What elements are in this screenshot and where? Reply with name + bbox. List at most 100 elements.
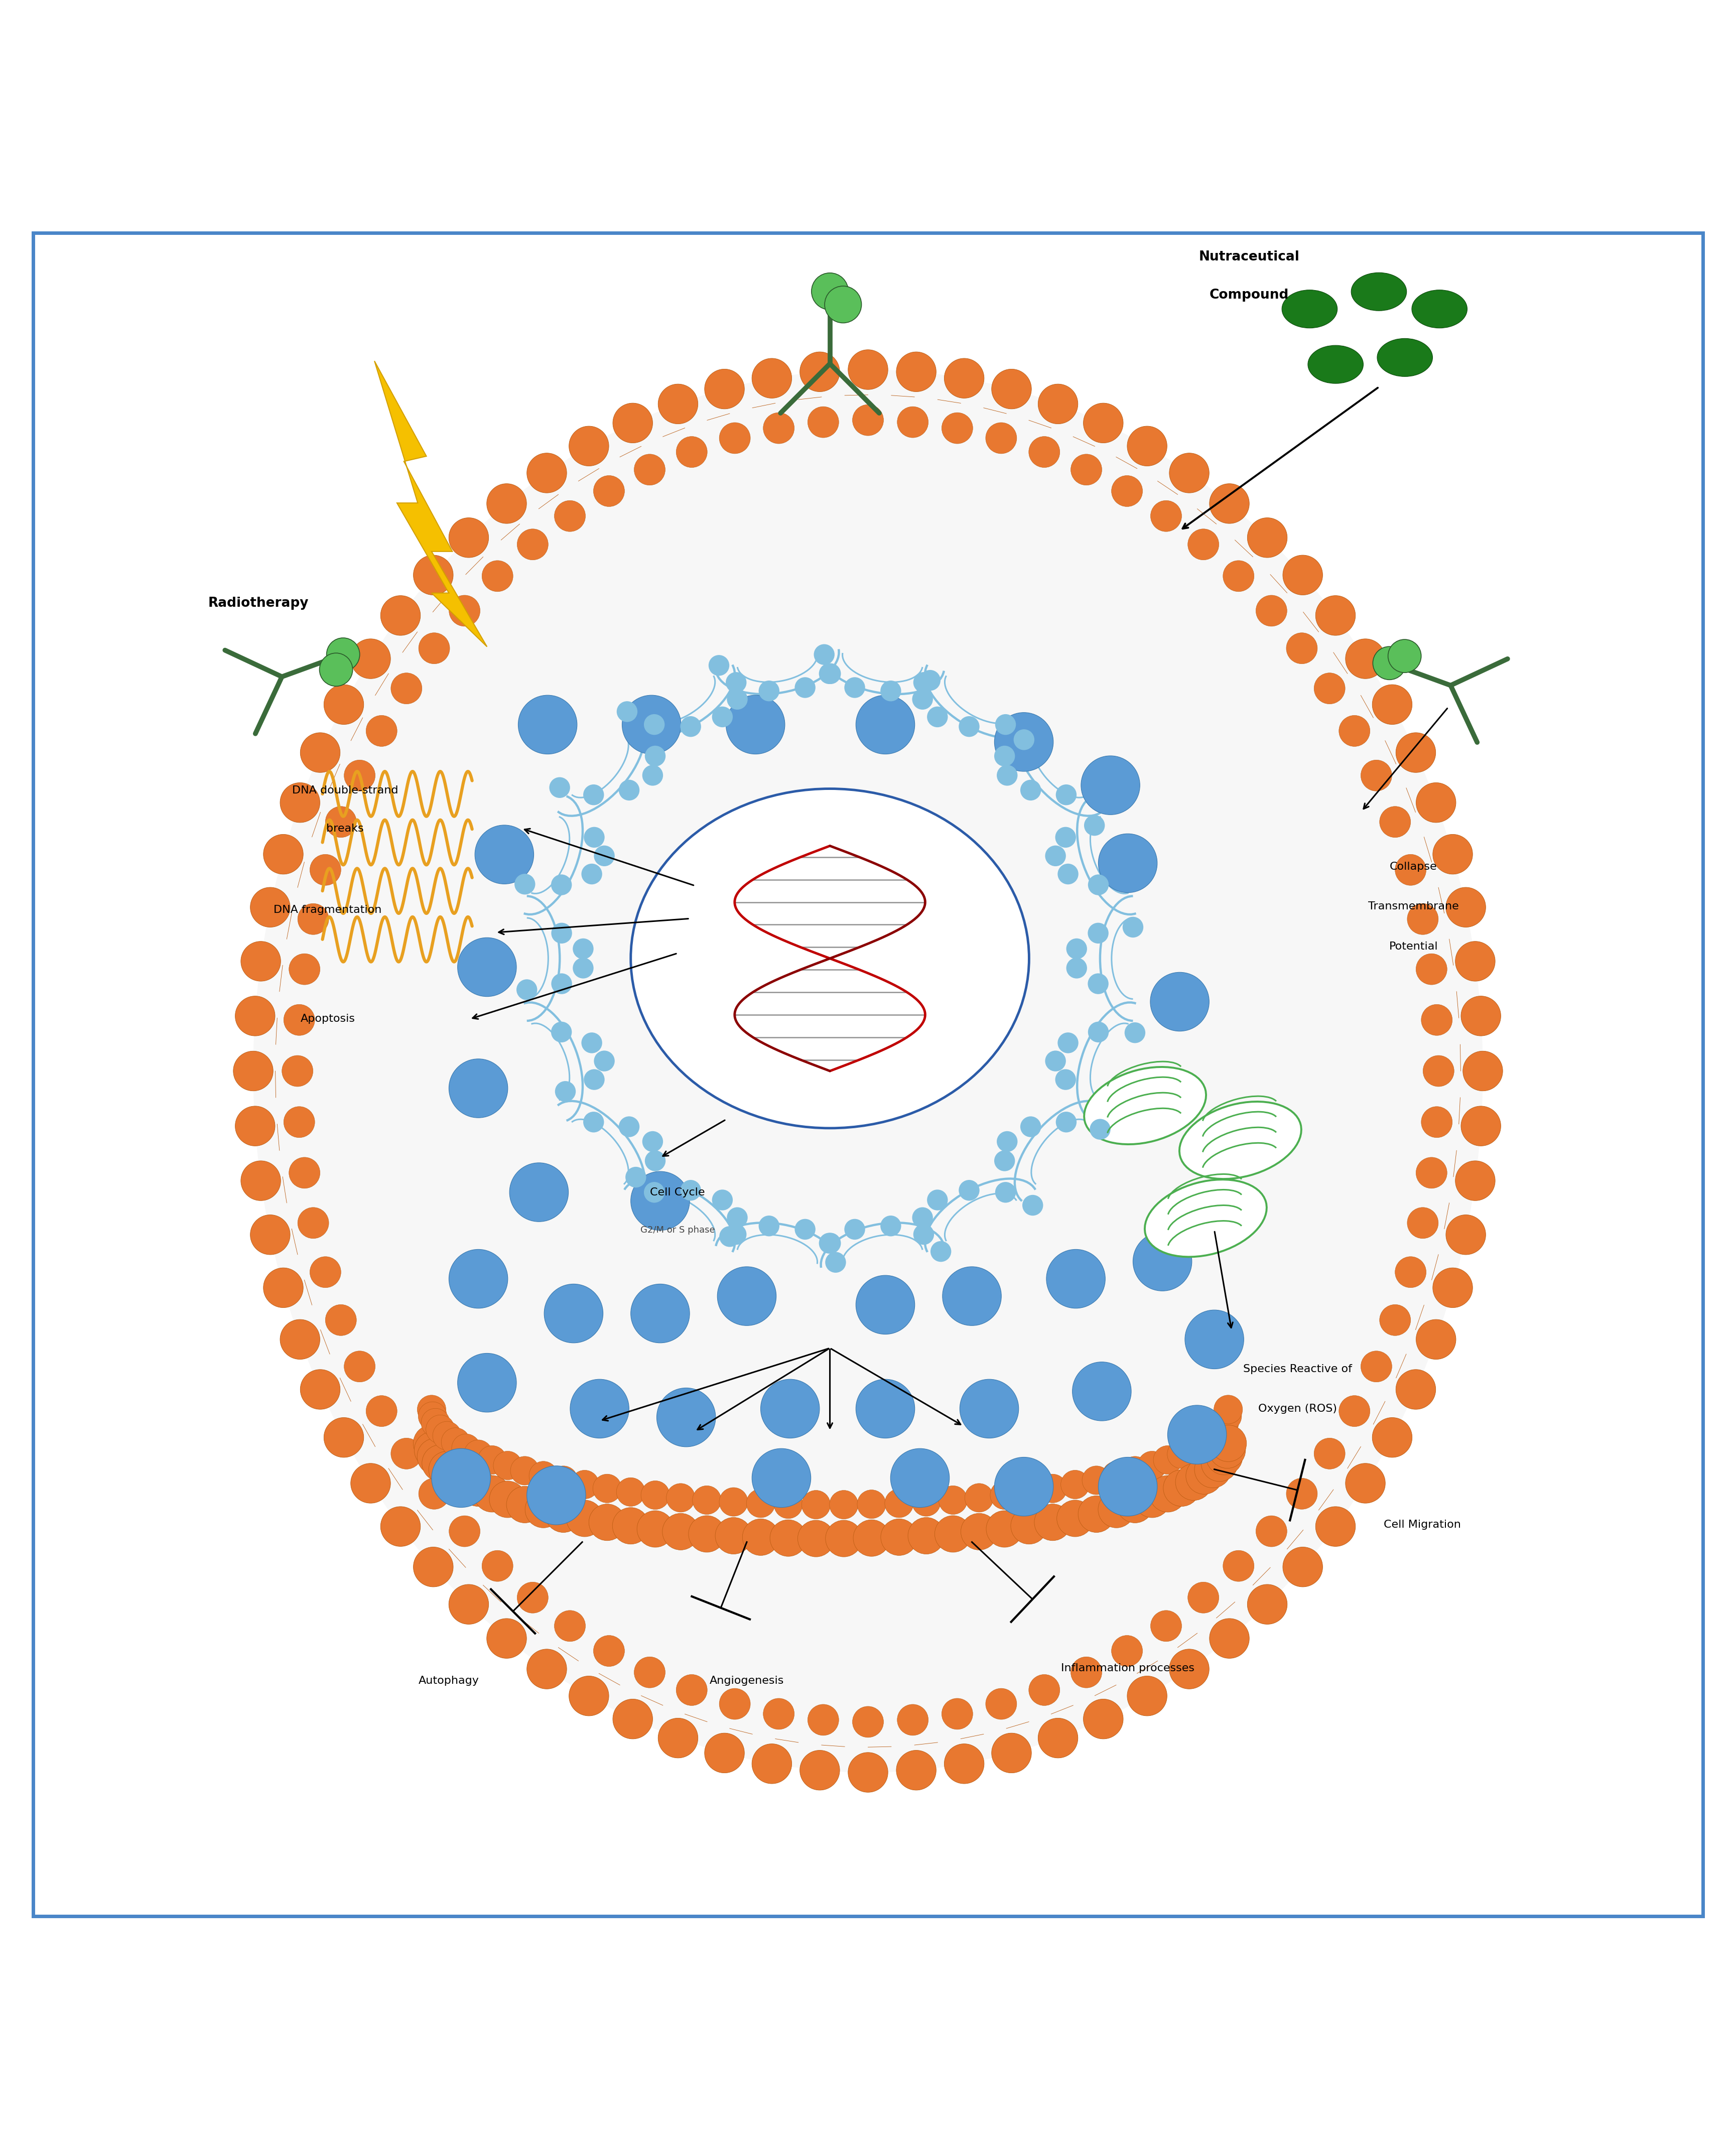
Circle shape — [1380, 805, 1411, 838]
Circle shape — [880, 1215, 901, 1236]
Circle shape — [1462, 996, 1502, 1037]
Circle shape — [986, 422, 1017, 454]
Circle shape — [616, 700, 637, 722]
Circle shape — [944, 358, 984, 398]
Circle shape — [573, 957, 594, 979]
Circle shape — [476, 825, 533, 885]
Circle shape — [1286, 632, 1318, 664]
Circle shape — [759, 681, 779, 700]
Circle shape — [1083, 814, 1104, 835]
Circle shape — [1066, 938, 1087, 960]
Circle shape — [705, 1733, 745, 1774]
Circle shape — [1213, 1401, 1241, 1431]
Circle shape — [991, 368, 1031, 409]
Circle shape — [995, 1182, 1016, 1202]
Circle shape — [309, 1257, 340, 1287]
Circle shape — [1446, 1215, 1486, 1255]
Circle shape — [415, 1431, 451, 1467]
Circle shape — [529, 1461, 557, 1491]
Circle shape — [656, 1388, 715, 1446]
Circle shape — [943, 1266, 1002, 1326]
Circle shape — [1396, 1369, 1436, 1409]
Circle shape — [552, 923, 573, 942]
Circle shape — [1151, 1611, 1182, 1641]
Circle shape — [517, 696, 576, 754]
Circle shape — [460, 1469, 496, 1506]
Circle shape — [545, 1495, 582, 1532]
Circle shape — [811, 272, 849, 311]
Circle shape — [896, 351, 936, 392]
Circle shape — [1088, 1022, 1109, 1043]
Circle shape — [634, 454, 665, 486]
Circle shape — [764, 1699, 795, 1729]
Circle shape — [802, 1491, 830, 1519]
Ellipse shape — [1377, 338, 1432, 377]
Circle shape — [1167, 1439, 1196, 1469]
Circle shape — [1222, 561, 1253, 591]
Text: Potential: Potential — [1389, 940, 1437, 951]
Circle shape — [958, 1180, 979, 1202]
Circle shape — [582, 863, 602, 885]
Circle shape — [1029, 437, 1061, 467]
Ellipse shape — [1085, 1067, 1207, 1144]
Circle shape — [1316, 1506, 1356, 1547]
Circle shape — [326, 638, 359, 670]
Circle shape — [1082, 1465, 1111, 1495]
Circle shape — [448, 1463, 484, 1499]
Circle shape — [908, 1517, 944, 1555]
Circle shape — [1099, 1457, 1158, 1517]
Circle shape — [594, 1050, 615, 1071]
Circle shape — [1417, 1157, 1448, 1189]
Text: Oxygen (ROS): Oxygen (ROS) — [1259, 1403, 1337, 1414]
Circle shape — [825, 1251, 845, 1272]
Circle shape — [726, 1223, 746, 1245]
Circle shape — [550, 1022, 571, 1043]
Circle shape — [663, 1514, 700, 1551]
Circle shape — [569, 1675, 609, 1716]
Circle shape — [1462, 1105, 1502, 1146]
Circle shape — [960, 1514, 998, 1551]
Circle shape — [852, 1519, 891, 1557]
Circle shape — [941, 413, 972, 443]
Circle shape — [814, 645, 835, 664]
Text: Cell Migration: Cell Migration — [1384, 1519, 1460, 1529]
Circle shape — [450, 595, 481, 625]
Circle shape — [726, 673, 746, 692]
Circle shape — [234, 1105, 274, 1146]
Circle shape — [1163, 1469, 1200, 1506]
Circle shape — [325, 685, 365, 724]
Circle shape — [583, 1112, 604, 1133]
Circle shape — [1314, 1437, 1345, 1469]
Circle shape — [613, 1508, 649, 1544]
Circle shape — [432, 1422, 462, 1450]
Circle shape — [1345, 638, 1385, 679]
Circle shape — [819, 664, 840, 683]
Circle shape — [432, 1448, 491, 1508]
Circle shape — [1396, 1257, 1427, 1287]
Circle shape — [1380, 1304, 1411, 1337]
Circle shape — [486, 484, 526, 523]
Circle shape — [582, 1032, 602, 1054]
Ellipse shape — [1179, 1101, 1302, 1178]
Circle shape — [351, 1463, 391, 1504]
Circle shape — [366, 715, 398, 745]
Circle shape — [1208, 1431, 1245, 1467]
Circle shape — [1153, 1446, 1182, 1474]
Circle shape — [1057, 863, 1078, 885]
Circle shape — [995, 1457, 1054, 1517]
Circle shape — [1283, 1547, 1323, 1587]
Circle shape — [913, 1223, 934, 1245]
Circle shape — [625, 1167, 646, 1187]
Circle shape — [717, 1266, 776, 1326]
Circle shape — [1134, 1480, 1170, 1519]
Circle shape — [911, 690, 932, 709]
Circle shape — [514, 874, 535, 895]
Circle shape — [250, 1215, 290, 1255]
Circle shape — [797, 1521, 835, 1557]
Circle shape — [1210, 1409, 1240, 1437]
Circle shape — [264, 835, 304, 874]
Circle shape — [1057, 1032, 1078, 1054]
Circle shape — [667, 1484, 694, 1512]
Circle shape — [1314, 673, 1345, 705]
Circle shape — [507, 1487, 543, 1523]
